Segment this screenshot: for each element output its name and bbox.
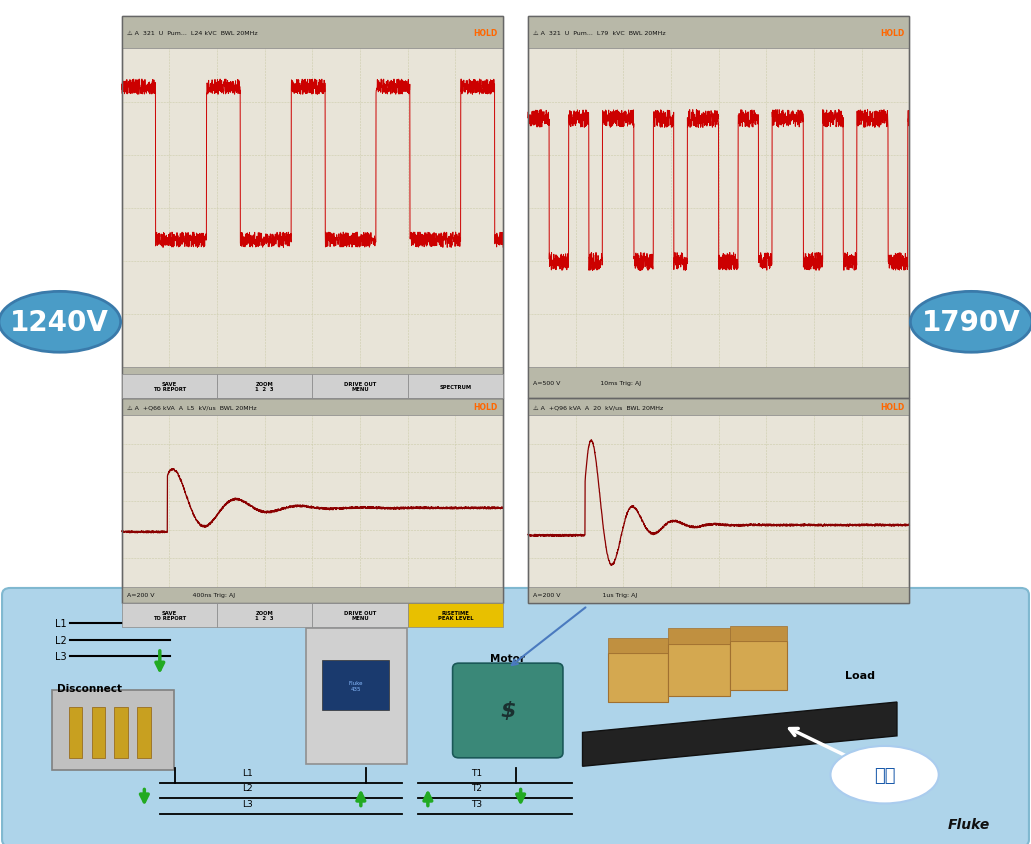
Bar: [528, 398, 909, 603]
Bar: [137, 707, 151, 758]
Text: ⚠ A  321  U  Pum...  L79  kVC  BWL 20MHz: ⚠ A 321 U Pum... L79 kVC BWL 20MHz: [533, 30, 666, 35]
Bar: [114, 707, 128, 758]
Text: SAVE
TO REPORT: SAVE TO REPORT: [153, 610, 186, 620]
Bar: [528, 587, 909, 603]
Bar: [528, 398, 909, 603]
Text: A=200 V                     1us Trig: AJ: A=200 V 1us Trig: AJ: [533, 592, 637, 598]
Text: Load: Load: [845, 670, 875, 680]
Text: L1: L1: [242, 768, 253, 777]
Text: SPECTRUM: SPECTRUM: [439, 384, 471, 389]
Polygon shape: [583, 702, 897, 766]
Bar: [730, 627, 787, 641]
Bar: [312, 603, 407, 627]
Text: ZOOM
1  2  3: ZOOM 1 2 3: [256, 381, 274, 392]
Bar: [608, 639, 668, 653]
Bar: [528, 368, 909, 398]
FancyBboxPatch shape: [52, 690, 174, 770]
Text: HOLD: HOLD: [473, 29, 498, 38]
Bar: [322, 660, 389, 711]
Bar: [122, 398, 503, 603]
Bar: [217, 375, 312, 398]
FancyBboxPatch shape: [2, 588, 1029, 844]
Ellipse shape: [830, 746, 938, 803]
Text: HOLD: HOLD: [879, 29, 904, 38]
Text: 水泵: 水泵: [874, 766, 895, 784]
Bar: [122, 375, 217, 398]
Text: A=500 V                    10ms Trig: AJ: A=500 V 10ms Trig: AJ: [533, 381, 641, 386]
Text: A=200 V                    10ms Trig: AJ: A=200 V 10ms Trig: AJ: [127, 381, 235, 386]
Text: HOLD: HOLD: [473, 403, 498, 412]
Text: $: $: [500, 701, 516, 721]
Text: DRIVE OUT
MENU: DRIVE OUT MENU: [344, 610, 376, 620]
Text: ZOOM
1  2  3: ZOOM 1 2 3: [256, 610, 274, 620]
Text: ⚠ A  321  U  Pum...  L24 kVC  BWL 20MHz: ⚠ A 321 U Pum... L24 kVC BWL 20MHz: [127, 30, 258, 35]
Text: 1240V: 1240V: [10, 308, 109, 337]
Bar: [122, 398, 503, 603]
Bar: [528, 17, 909, 398]
Bar: [407, 375, 503, 398]
Bar: [122, 603, 217, 627]
Text: RISETIME
PEAK LEVEL: RISETIME PEAK LEVEL: [437, 610, 473, 620]
Text: ⚠ A  +Q66 kVA  A  L5  kV/us  BWL 20MHz: ⚠ A +Q66 kVA A L5 kV/us BWL 20MHz: [127, 404, 257, 409]
Text: SAVE
TO REPORT: SAVE TO REPORT: [153, 381, 186, 392]
Text: L2: L2: [56, 635, 67, 645]
Bar: [668, 628, 730, 644]
FancyBboxPatch shape: [306, 628, 407, 764]
Bar: [92, 707, 105, 758]
Bar: [312, 375, 407, 398]
Bar: [528, 17, 909, 398]
Text: ⚠ A  +Q96 kVA  A  20  kV/us  BWL 20MHz: ⚠ A +Q96 kVA A 20 kV/us BWL 20MHz: [533, 404, 663, 409]
Bar: [122, 17, 503, 398]
Text: DRIVE OUT
MENU: DRIVE OUT MENU: [344, 381, 376, 392]
Ellipse shape: [0, 292, 121, 353]
Bar: [69, 707, 82, 758]
Ellipse shape: [910, 292, 1031, 353]
Text: L1: L1: [56, 618, 67, 628]
Text: T1: T1: [471, 768, 481, 777]
Bar: [122, 398, 503, 416]
Bar: [122, 17, 503, 398]
Text: Fluke: Fluke: [947, 817, 990, 831]
Text: HOLD: HOLD: [879, 403, 904, 412]
Bar: [122, 17, 503, 49]
Bar: [608, 653, 668, 702]
Text: L2: L2: [242, 783, 253, 793]
Bar: [528, 17, 909, 49]
Bar: [668, 644, 730, 696]
Bar: [122, 368, 503, 398]
Text: 1790V: 1790V: [922, 308, 1021, 337]
Text: Motor: Motor: [491, 653, 525, 663]
Bar: [730, 641, 787, 690]
Text: L3: L3: [242, 798, 253, 808]
Text: A=200 V                   400ns Trig: AJ: A=200 V 400ns Trig: AJ: [127, 592, 235, 598]
Text: Motor drive: Motor drive: [323, 615, 391, 625]
FancyBboxPatch shape: [453, 663, 563, 758]
Text: Disconnect: Disconnect: [57, 683, 122, 693]
Text: T2: T2: [471, 783, 481, 793]
Bar: [122, 587, 503, 603]
Bar: [528, 398, 909, 416]
Bar: [217, 603, 312, 627]
Text: Fluke
435: Fluke 435: [348, 680, 363, 690]
Text: T3: T3: [471, 798, 481, 808]
Bar: [407, 603, 503, 627]
Text: L3: L3: [56, 652, 67, 662]
